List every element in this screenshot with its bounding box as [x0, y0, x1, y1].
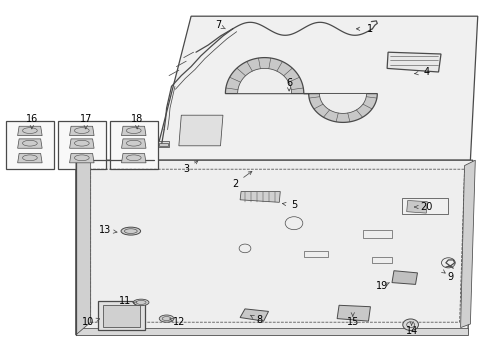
Text: 17: 17 — [79, 114, 92, 124]
Polygon shape — [70, 153, 94, 163]
Text: 13: 13 — [99, 225, 111, 235]
Text: 12: 12 — [172, 317, 185, 327]
Polygon shape — [225, 58, 377, 122]
Text: 19: 19 — [376, 281, 388, 291]
Circle shape — [403, 319, 418, 330]
Polygon shape — [387, 52, 441, 72]
Polygon shape — [179, 115, 223, 146]
Text: 9: 9 — [448, 272, 454, 282]
Text: 14: 14 — [405, 326, 417, 336]
Text: 20: 20 — [420, 202, 433, 212]
Polygon shape — [461, 160, 475, 328]
Polygon shape — [238, 68, 367, 113]
Text: 2: 2 — [232, 179, 238, 189]
Ellipse shape — [159, 315, 174, 322]
Bar — [372, 257, 392, 263]
Bar — [304, 251, 328, 257]
Polygon shape — [18, 153, 42, 163]
Bar — [155, 141, 169, 147]
Polygon shape — [76, 160, 473, 335]
Polygon shape — [70, 139, 94, 148]
Bar — [6, 121, 54, 169]
Ellipse shape — [121, 227, 141, 235]
Text: 4: 4 — [423, 67, 429, 77]
Bar — [58, 121, 106, 169]
Polygon shape — [122, 126, 146, 136]
Polygon shape — [392, 271, 417, 284]
Polygon shape — [76, 160, 91, 335]
Polygon shape — [18, 126, 42, 136]
Text: 6: 6 — [286, 78, 292, 88]
Polygon shape — [76, 328, 468, 335]
Text: 1: 1 — [367, 24, 373, 34]
Text: 18: 18 — [131, 114, 143, 124]
Text: 8: 8 — [257, 315, 263, 325]
Polygon shape — [18, 139, 42, 148]
Polygon shape — [70, 126, 94, 136]
Polygon shape — [240, 192, 280, 202]
Bar — [363, 230, 392, 238]
Text: 16: 16 — [26, 114, 38, 124]
Bar — [159, 143, 168, 146]
Text: 10: 10 — [82, 317, 94, 327]
Polygon shape — [240, 309, 269, 321]
Bar — [110, 121, 158, 169]
Polygon shape — [407, 201, 427, 213]
Ellipse shape — [133, 299, 149, 306]
Polygon shape — [122, 139, 146, 148]
Polygon shape — [98, 301, 145, 330]
Text: 11: 11 — [119, 296, 131, 306]
Text: 3: 3 — [183, 164, 189, 174]
Polygon shape — [122, 153, 146, 163]
Text: 7: 7 — [215, 20, 221, 30]
Text: 5: 5 — [291, 200, 297, 210]
Bar — [402, 198, 448, 214]
Polygon shape — [103, 305, 140, 327]
Polygon shape — [154, 16, 478, 160]
Text: 15: 15 — [346, 317, 359, 327]
Polygon shape — [337, 305, 370, 321]
